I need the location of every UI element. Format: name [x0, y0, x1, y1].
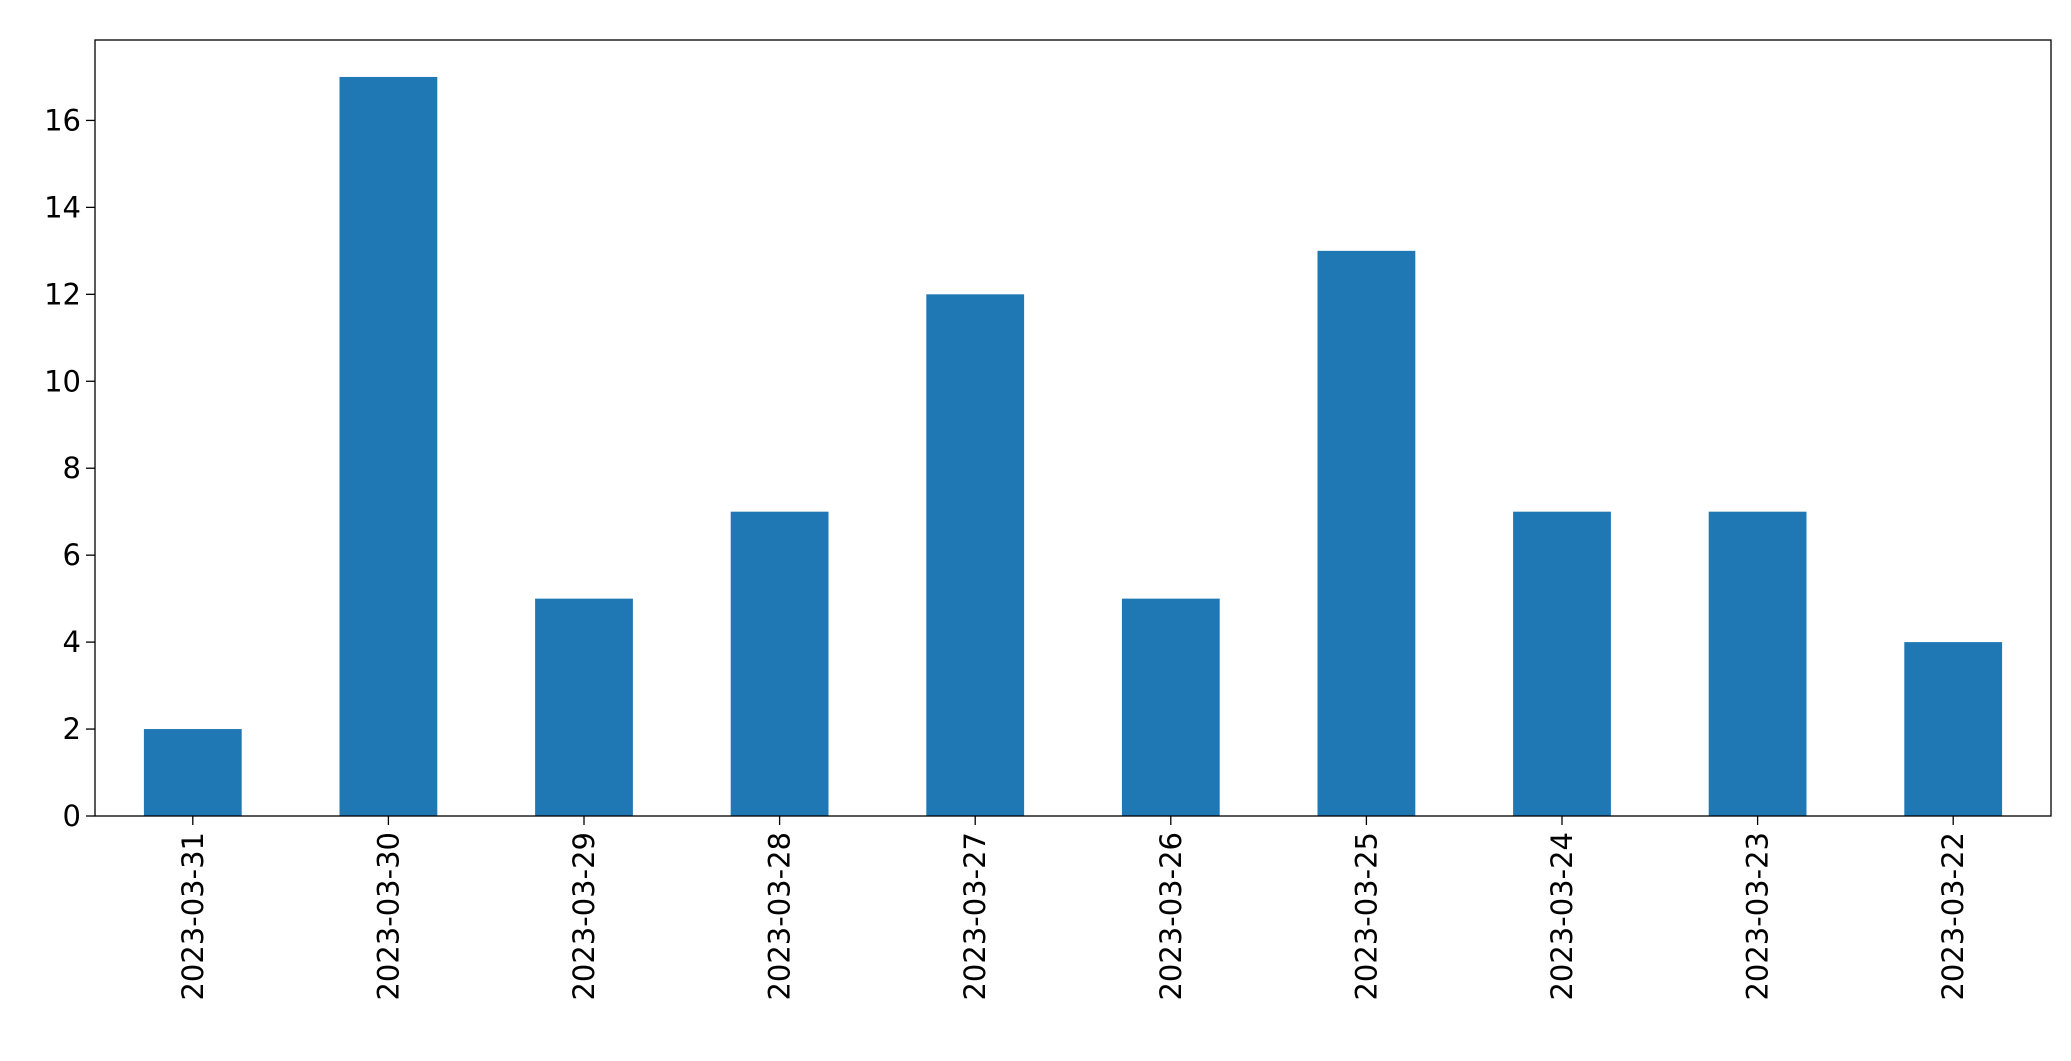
bar: [730, 511, 829, 816]
bar: [143, 729, 242, 816]
x-tick-label: 2023-03-24: [1545, 832, 1579, 1001]
bar: [535, 598, 633, 816]
y-tick-label: 4: [63, 625, 81, 659]
y-tick-label: 6: [63, 538, 81, 572]
bar: [1317, 250, 1416, 816]
x-tick-label: 2023-03-31: [176, 832, 210, 1001]
y-tick-label: 2: [63, 712, 81, 746]
x-tick-label: 2023-03-29: [567, 832, 601, 1001]
y-tick-label: 16: [44, 103, 81, 137]
x-tick-label: 2023-03-23: [1741, 832, 1775, 1001]
x-tick-label: 2023-03-26: [1154, 832, 1188, 1001]
y-tick-label: 0: [63, 799, 81, 833]
bar: [1121, 598, 1220, 816]
x-tick-label: 2023-03-25: [1349, 832, 1383, 1001]
bar: [926, 294, 1025, 816]
y-tick-label: 10: [44, 364, 81, 398]
bar: [1708, 511, 1807, 816]
y-tick-label: 8: [63, 451, 81, 485]
y-tick-label: 14: [44, 190, 81, 224]
y-tick-label: 12: [44, 277, 81, 311]
bar: [339, 76, 438, 816]
x-tick-label: 2023-03-30: [371, 832, 405, 1001]
x-tick-label: 2023-03-28: [763, 832, 797, 1001]
plot-frame: [94, 39, 2052, 817]
bar: [1904, 642, 2003, 816]
x-tick-label: 2023-03-22: [1936, 832, 1970, 1001]
x-tick-label: 2023-03-27: [958, 832, 992, 1001]
bar: [1513, 511, 1611, 816]
